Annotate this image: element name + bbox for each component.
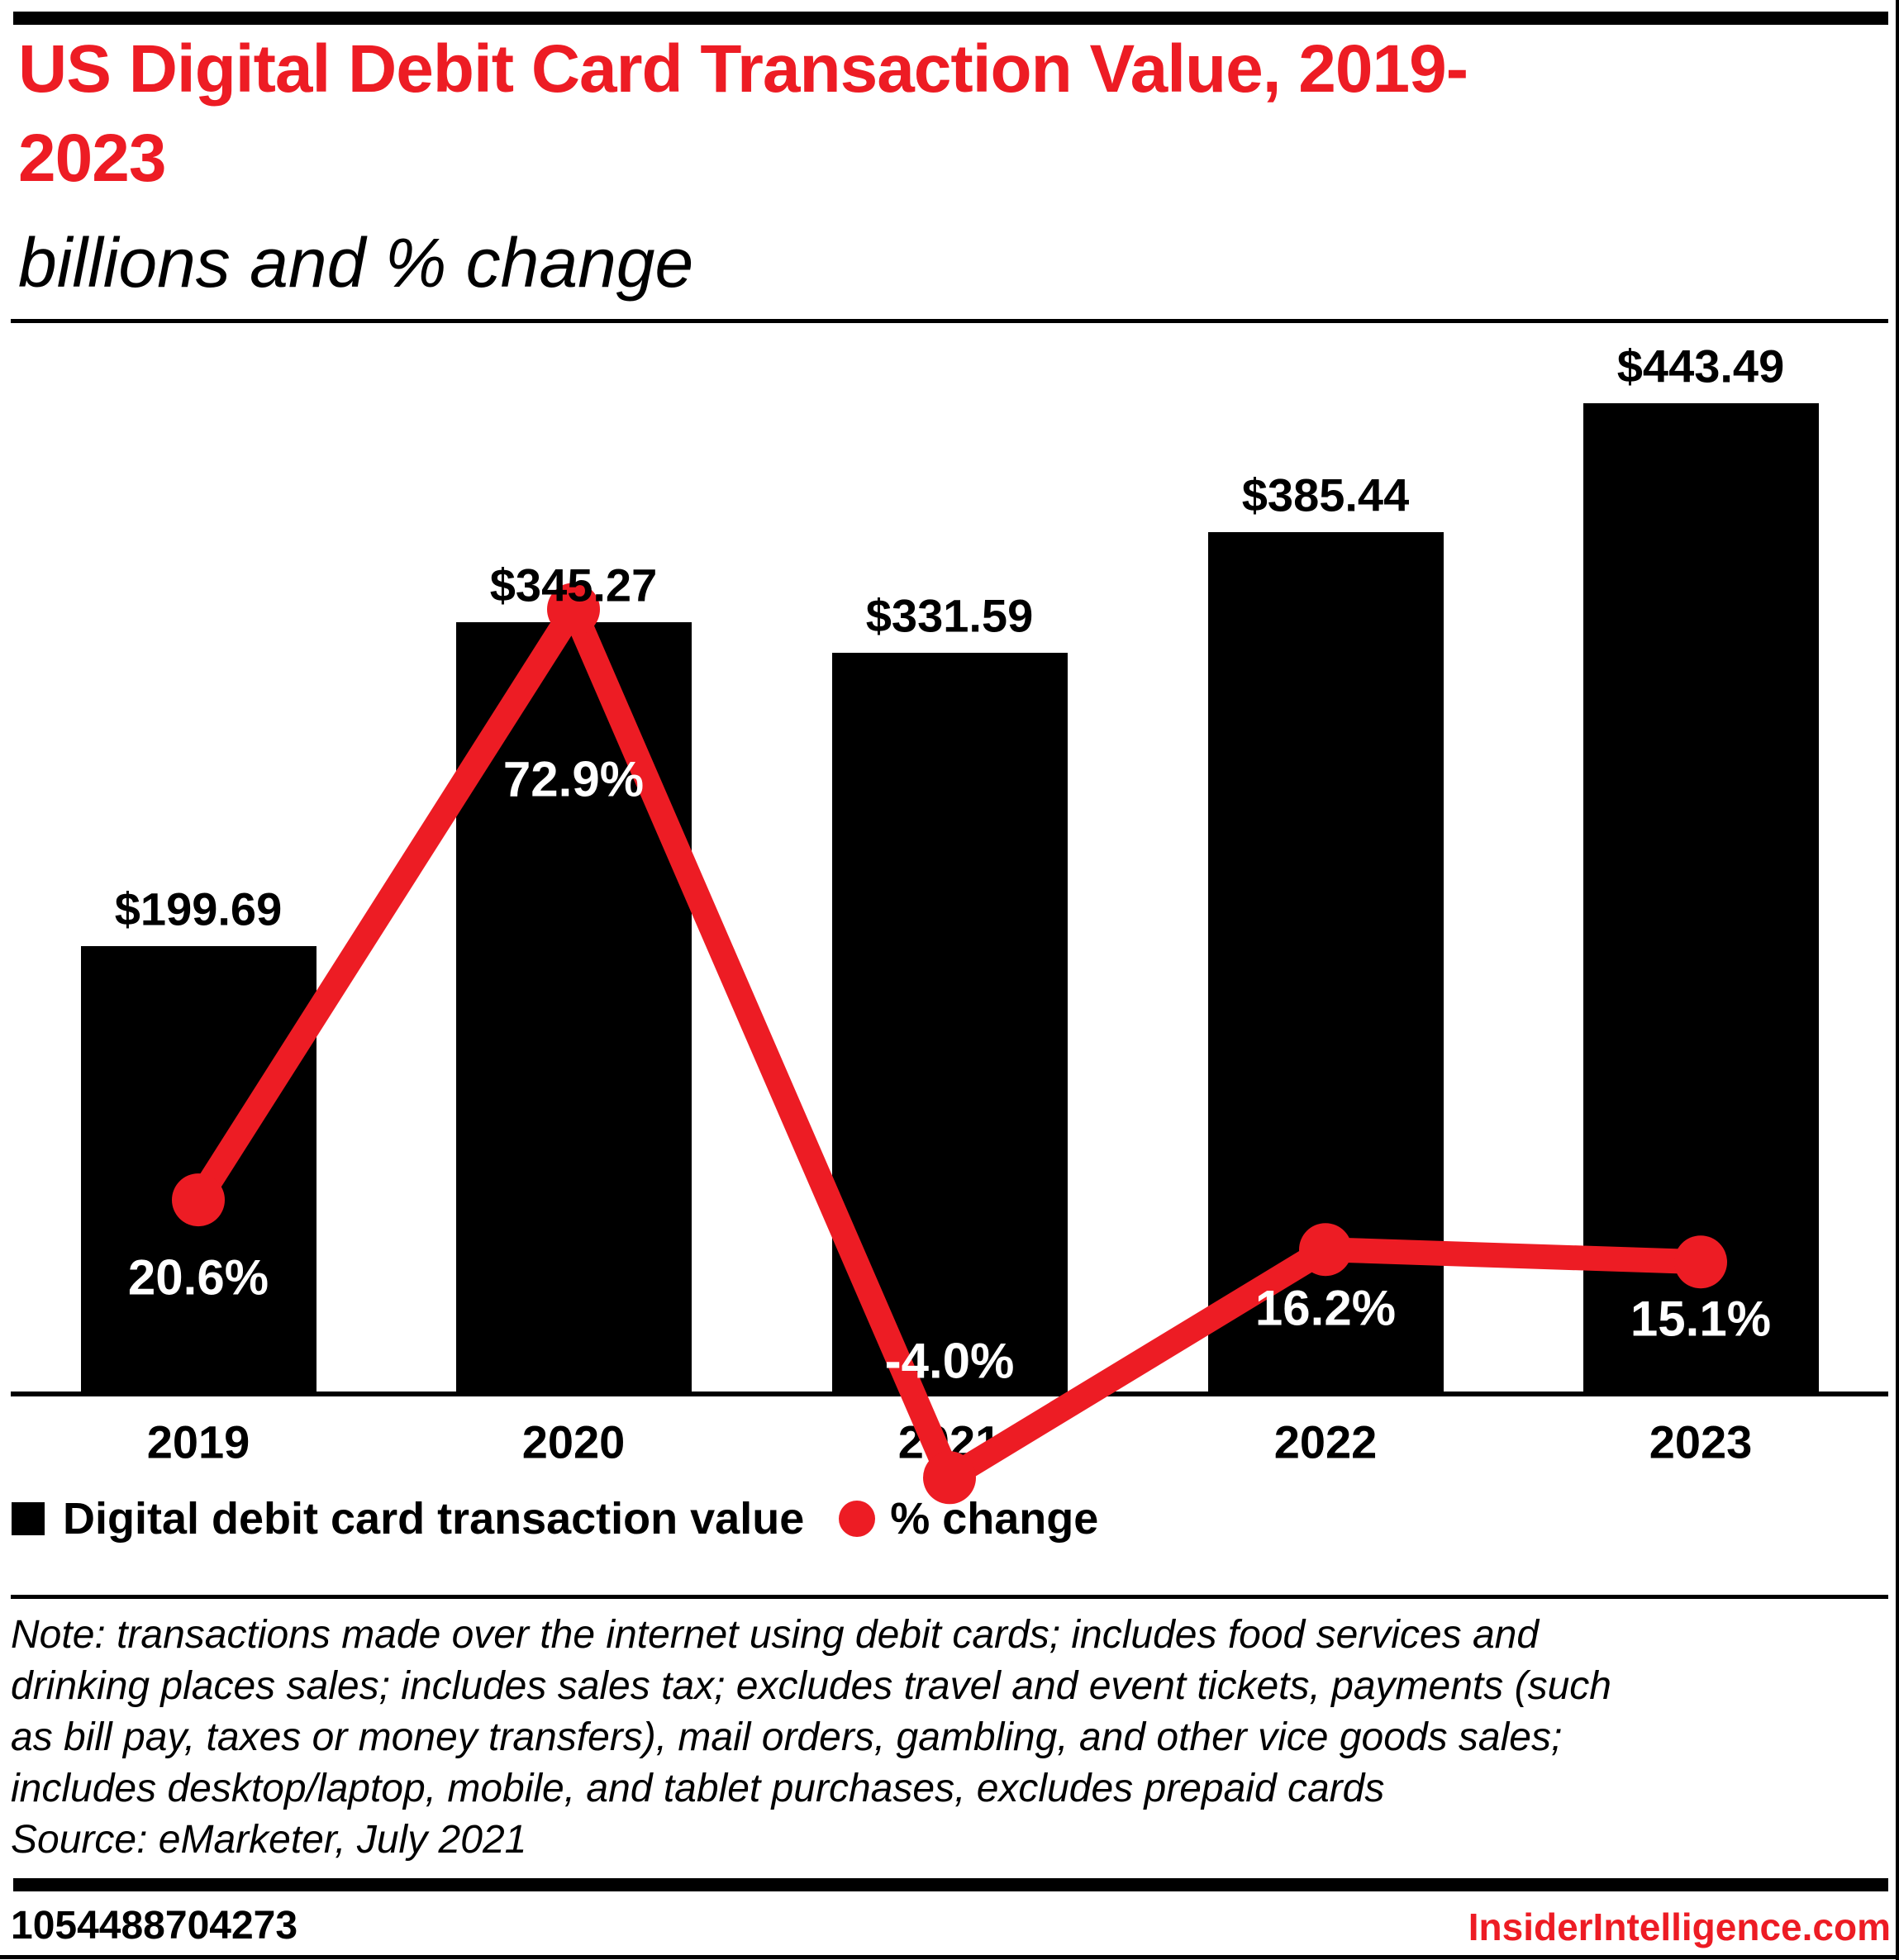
source-line: Source: eMarketer, July 2021 bbox=[11, 1818, 527, 1862]
chart-note: Note: transactions made over the interne… bbox=[11, 1610, 1888, 1866]
x-axis-label-2019: 2019 bbox=[146, 1415, 250, 1468]
pct-change-label-2020: 72.9% bbox=[502, 751, 645, 807]
bar-value-label-2022: $385.44 bbox=[1241, 469, 1410, 521]
pct-change-dot-2020 bbox=[547, 583, 600, 636]
bar-value-label-2020: $345.27 bbox=[489, 559, 658, 611]
footer-chart-id: 1054488704273 bbox=[11, 1904, 298, 1948]
bar-value-label-2021: $331.59 bbox=[865, 589, 1034, 642]
footer-bar bbox=[13, 1878, 1888, 1891]
footer-site-link[interactable]: InsiderIntelligence.com bbox=[1468, 1905, 1891, 1948]
chart-title-line1: US Digital Debit Card Transaction Value,… bbox=[18, 31, 1468, 107]
bar-value-label-2019: $199.69 bbox=[114, 882, 283, 935]
legend-line-dot-swatch bbox=[839, 1501, 876, 1537]
chart-subtitle: billions and % change bbox=[18, 224, 694, 302]
legend-bar-swatch bbox=[12, 1502, 45, 1535]
note-line: Note: transactions made over the interne… bbox=[11, 1613, 1540, 1657]
chart-title: US Digital Debit Card Transaction Value,… bbox=[18, 25, 1869, 203]
x-axis-label-2023: 2023 bbox=[1649, 1415, 1753, 1468]
right-border-line bbox=[1896, 0, 1899, 1960]
x-axis-label-2020: 2020 bbox=[521, 1415, 626, 1468]
pct-change-label-2023: 15.1% bbox=[1630, 1291, 1772, 1347]
header-divider-line bbox=[11, 319, 1888, 323]
x-axis-label-2022: 2022 bbox=[1273, 1415, 1378, 1468]
legend-bar-label: Digital debit card transaction value bbox=[63, 1494, 805, 1544]
note-line: includes desktop/laptop, mobile, and tab… bbox=[11, 1767, 1385, 1810]
header-top-bar bbox=[13, 12, 1888, 25]
bar-2019 bbox=[80, 946, 316, 1392]
note-divider-line bbox=[11, 1595, 1888, 1599]
note-line: as bill pay, taxes or money transfers), … bbox=[11, 1715, 1563, 1759]
pct-change-dot-2023 bbox=[1674, 1235, 1727, 1289]
pct-change-dot-2022 bbox=[1299, 1223, 1352, 1277]
footer-bottom-line bbox=[0, 1955, 1899, 1959]
pct-change-label-2022: 16.2% bbox=[1254, 1280, 1397, 1336]
pct-change-dot-2019 bbox=[172, 1173, 225, 1227]
chart-legend: Digital debit card transaction value % c… bbox=[12, 1494, 1098, 1544]
note-line: drinking places sales; includes sales ta… bbox=[11, 1664, 1611, 1708]
pct-change-label-2021: -4.0% bbox=[884, 1333, 1015, 1389]
chart-title-line2: 2023 bbox=[18, 121, 166, 196]
pct-change-label-2019: 20.6% bbox=[127, 1249, 269, 1306]
pct-change-dot-2021 bbox=[923, 1451, 976, 1505]
legend-line-label: % change bbox=[890, 1494, 1099, 1544]
x-axis-line bbox=[11, 1392, 1888, 1396]
bar-2023 bbox=[1582, 402, 1819, 1392]
bar-value-label-2023: $443.49 bbox=[1616, 340, 1785, 392]
